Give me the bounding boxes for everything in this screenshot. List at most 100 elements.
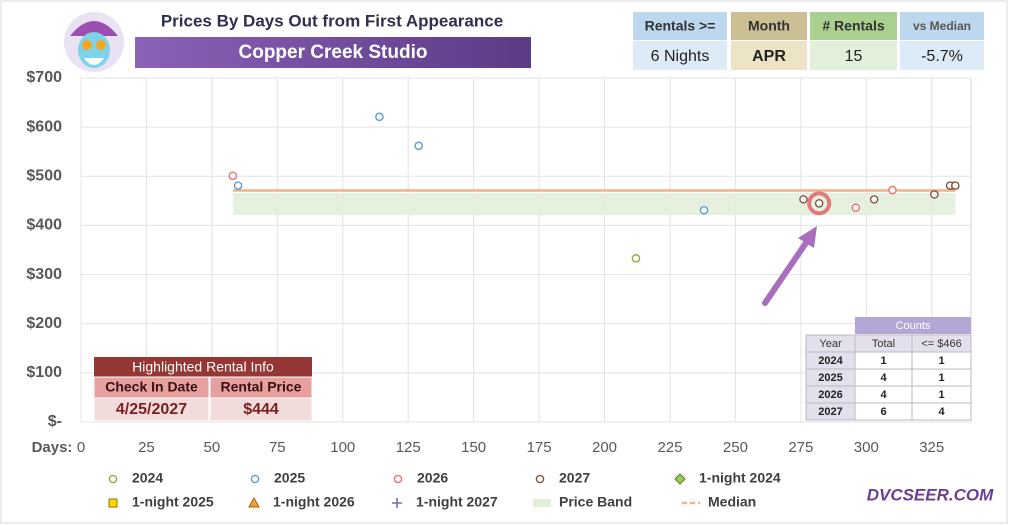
x-axis-label: Days: — [32, 439, 73, 456]
table-value: 2025 — [818, 372, 842, 384]
x-tick-label: 250 — [723, 439, 748, 456]
point — [950, 181, 960, 190]
table-value: $444 — [243, 401, 279, 418]
legend-swatch — [250, 474, 260, 484]
x-tick-label: 100 — [330, 439, 355, 456]
y-tick-label: $200 — [26, 315, 62, 332]
table-header: Total — [872, 338, 895, 350]
legend-swatch — [535, 474, 545, 484]
legend-swatch — [674, 473, 686, 485]
info-label-cell — [633, 12, 727, 40]
legend-swatch — [533, 499, 551, 507]
x-tick-label: 325 — [919, 439, 944, 456]
legend-label: 1-night 2025 — [132, 494, 214, 510]
x-tick-label: 50 — [204, 439, 221, 456]
table-title-cell — [94, 357, 312, 377]
info-value-cell — [810, 41, 897, 70]
point — [699, 205, 709, 215]
y-tick-label: $100 — [26, 364, 62, 381]
legend-label: 2025 — [274, 470, 305, 486]
y-tick-label: $600 — [26, 118, 62, 135]
y-tick-label: $700 — [26, 69, 62, 86]
point — [414, 141, 423, 151]
counts-table: Counts Year Total <= $466 2024 1 1 2025 4 1 2026 4 1… — [805, 317, 972, 421]
table-value: 1 — [938, 372, 944, 384]
legend-label: Price Band — [559, 494, 632, 510]
point — [233, 181, 243, 190]
table-value: 1 — [938, 389, 944, 401]
x-tick-label: 200 — [592, 439, 617, 456]
point — [814, 199, 824, 208]
point — [228, 171, 238, 181]
info-label: # Rentals — [822, 18, 884, 34]
x-tick-label: 300 — [854, 439, 879, 456]
highlight-table: Highlighted Rental Info Check In Date 4/25… — [93, 357, 313, 422]
legend-label: 1-night 2026 — [273, 494, 355, 510]
table-value: 4 — [880, 372, 887, 384]
info-value-cell — [731, 41, 807, 70]
table-title-cell — [855, 317, 971, 334]
y-tick-label: $- — [48, 413, 62, 430]
point — [799, 195, 808, 204]
table-header: Year — [819, 338, 842, 350]
chart-title: Prices By Days Out from First Appearance — [161, 11, 503, 30]
info-value: 15 — [845, 48, 863, 65]
subtitle-banner — [135, 37, 531, 68]
logo — [64, 12, 124, 72]
info-label: vs Median — [913, 19, 971, 33]
x-tick-label: 175 — [527, 439, 552, 456]
table-header: <= $466 — [921, 338, 961, 350]
legend-label: 2026 — [417, 470, 448, 486]
legend-label: 1-night 2027 — [416, 494, 498, 510]
table-value: 4 — [880, 389, 887, 401]
table-header: Rental Price — [221, 379, 302, 395]
legend-swatch — [108, 474, 118, 484]
x-tick-label: 0 — [77, 439, 85, 456]
info-label-cell — [731, 12, 807, 40]
info-value: APR — [752, 48, 786, 65]
point — [631, 254, 641, 263]
legend-label: 2024 — [132, 470, 163, 486]
table-value: 1 — [938, 355, 944, 367]
x-tick-label: 225 — [657, 439, 682, 456]
y-tick-label: $300 — [26, 266, 62, 283]
table-cell — [209, 397, 313, 422]
info-label: Rentals >= — [645, 18, 716, 34]
info-label-cell — [900, 12, 984, 40]
x-tick-label: 275 — [788, 439, 813, 456]
y-tick-label: $500 — [26, 168, 62, 185]
point — [851, 203, 861, 213]
table-value: 2024 — [818, 355, 843, 367]
legend-swatch — [392, 498, 402, 508]
x-tick-label: 25 — [138, 439, 155, 456]
table-header: Check In Date — [105, 379, 198, 395]
x-tick-label: 125 — [396, 439, 421, 456]
point — [930, 190, 939, 199]
table-title: Counts — [896, 320, 931, 332]
legend-swatch — [108, 498, 118, 508]
table-title: Highlighted Rental Info — [132, 359, 274, 375]
legend-swatch — [248, 496, 260, 508]
info-label-cell — [810, 12, 897, 40]
info-value-cell — [900, 41, 984, 70]
table-value: 2027 — [818, 406, 842, 418]
legend-label: 1-night 2024 — [699, 470, 781, 486]
table-cell — [93, 397, 210, 422]
x-tick-label: 75 — [269, 439, 286, 456]
info-value: -5.7% — [921, 48, 963, 65]
highlight-ring — [807, 191, 832, 216]
table-value: 1 — [880, 355, 886, 367]
point — [375, 112, 384, 122]
info-value: 6 Nights — [651, 48, 710, 65]
point — [888, 185, 897, 195]
table-value: 6 — [880, 406, 886, 418]
x-tick-label: 150 — [461, 439, 486, 456]
chart-subtitle: Copper Creek Studio — [239, 42, 428, 63]
y-tick-label: $400 — [26, 217, 62, 234]
point — [869, 195, 879, 204]
legend-label: Median — [708, 494, 756, 510]
price-band — [232, 192, 956, 216]
table-cell — [911, 402, 972, 421]
table-value: 4 — [938, 406, 945, 418]
